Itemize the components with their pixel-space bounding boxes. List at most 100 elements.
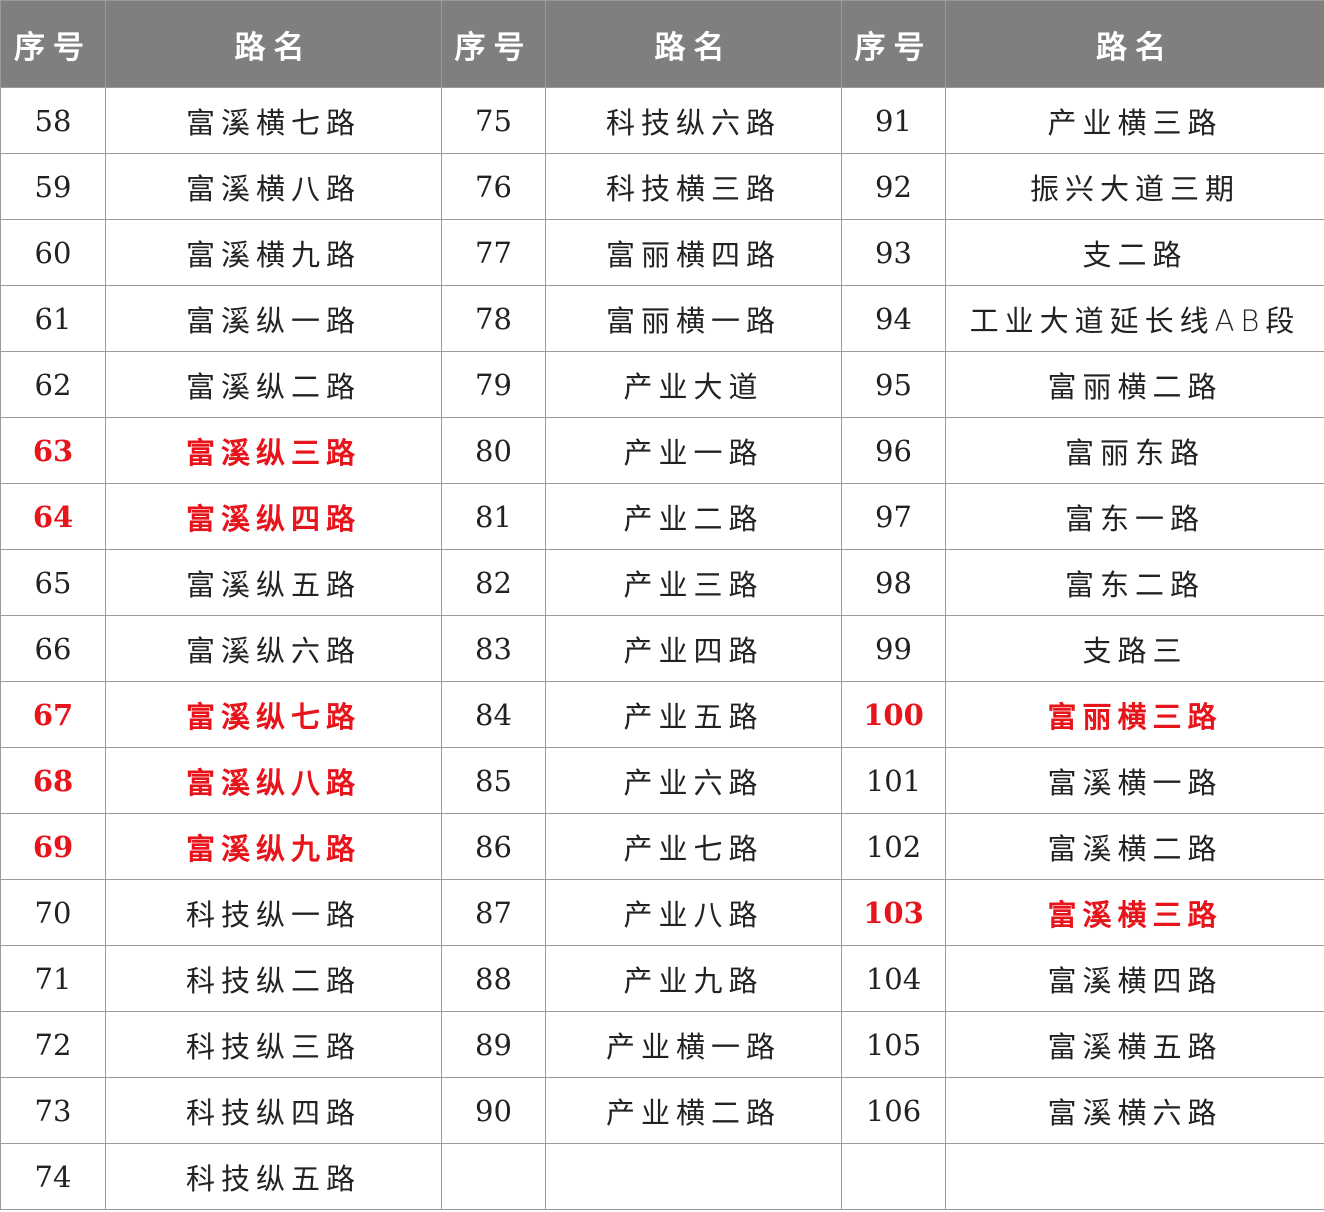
road-name: 产业六路 bbox=[545, 747, 842, 814]
road-name: 富溪横五路 bbox=[945, 1011, 1324, 1078]
table-row: 72 科技纵三路 89 产业横一路 105 富溪横五路 bbox=[0, 1011, 1324, 1078]
table-row: 68 富溪纵八路 85 产业六路 101 富溪横一路 bbox=[0, 747, 1324, 814]
road-name: 科技纵二路 bbox=[105, 945, 442, 1012]
road-name: 富溪横二路 bbox=[945, 813, 1324, 880]
table-row: 67 富溪纵七路 84 产业五路 100 富丽横三路 bbox=[0, 681, 1324, 748]
road-name: 产业九路 bbox=[545, 945, 842, 1012]
header-cell: 序号 bbox=[841, 0, 946, 88]
header-row: 序号 路名 序号 路名 序号 路名 bbox=[0, 0, 1324, 88]
table-row: 60 富溪横九路 77 富丽横四路 93 支二路 bbox=[0, 219, 1324, 286]
serial-number: 64 bbox=[0, 483, 106, 550]
serial-number: 84 bbox=[441, 681, 546, 748]
road-name: 富溪纵五路 bbox=[105, 549, 442, 616]
road-name: 富丽横三路 bbox=[945, 681, 1324, 748]
serial-number: 75 bbox=[441, 87, 546, 154]
road-name: 科技纵六路 bbox=[545, 87, 842, 154]
serial-number: 91 bbox=[841, 87, 946, 154]
table-row: 66 富溪纵六路 83 产业四路 99 支路三 bbox=[0, 615, 1324, 682]
road-name: 科技纵五路 bbox=[105, 1143, 442, 1210]
table-row: 63 富溪纵三路 80 产业一路 96 富丽东路 bbox=[0, 417, 1324, 484]
serial-number: 74 bbox=[0, 1143, 106, 1210]
serial-number: 106 bbox=[841, 1077, 946, 1144]
serial-number: 92 bbox=[841, 153, 946, 220]
serial-number: 73 bbox=[0, 1077, 106, 1144]
table-row: 65 富溪纵五路 82 产业三路 98 富东二路 bbox=[0, 549, 1324, 616]
serial-number: 85 bbox=[441, 747, 546, 814]
serial-number: 65 bbox=[0, 549, 106, 616]
road-name: 工业大道延长线AB段 bbox=[945, 285, 1324, 352]
table-row: 69 富溪纵九路 86 产业七路 102 富溪横二路 bbox=[0, 813, 1324, 880]
road-name: 富溪横四路 bbox=[945, 945, 1324, 1012]
serial-number: 69 bbox=[0, 813, 106, 880]
road-name: 科技纵四路 bbox=[105, 1077, 442, 1144]
serial-number: 80 bbox=[441, 417, 546, 484]
serial-number: 99 bbox=[841, 615, 946, 682]
table-body: 58 富溪横七路 75 科技纵六路 91 产业横三路 59 富溪横八路 76 科技横三路 92 振兴大… bbox=[0, 87, 1324, 1210]
road-name: 产业八路 bbox=[545, 879, 842, 946]
serial-number: 76 bbox=[441, 153, 546, 220]
road-name: 富溪纵九路 bbox=[105, 813, 442, 880]
header-cell: 路名 bbox=[945, 0, 1324, 88]
road-name: 富丽横四路 bbox=[545, 219, 842, 286]
road-name: 产业一路 bbox=[545, 417, 842, 484]
road-name: 富丽横二路 bbox=[945, 351, 1324, 418]
header-cell: 序号 bbox=[0, 0, 106, 88]
empty-cell bbox=[841, 1143, 946, 1210]
header-cell: 路名 bbox=[545, 0, 842, 88]
serial-number: 62 bbox=[0, 351, 106, 418]
road-name: 富溪横八路 bbox=[105, 153, 442, 220]
serial-number: 97 bbox=[841, 483, 946, 550]
table-row: 61 富溪纵一路 78 富丽横一路 94 工业大道延长线AB段 bbox=[0, 285, 1324, 352]
header-cell: 路名 bbox=[105, 0, 442, 88]
road-name: 富溪横六路 bbox=[945, 1077, 1324, 1144]
serial-number: 59 bbox=[0, 153, 106, 220]
road-name: 产业三路 bbox=[545, 549, 842, 616]
serial-number: 89 bbox=[441, 1011, 546, 1078]
serial-number: 104 bbox=[841, 945, 946, 1012]
road-name: 产业七路 bbox=[545, 813, 842, 880]
serial-number: 98 bbox=[841, 549, 946, 616]
road-name: 支二路 bbox=[945, 219, 1324, 286]
serial-number: 63 bbox=[0, 417, 106, 484]
serial-number: 79 bbox=[441, 351, 546, 418]
serial-number: 72 bbox=[0, 1011, 106, 1078]
road-name: 振兴大道三期 bbox=[945, 153, 1324, 220]
serial-number: 86 bbox=[441, 813, 546, 880]
empty-cell bbox=[945, 1143, 1324, 1210]
serial-number: 83 bbox=[441, 615, 546, 682]
road-name: 产业横二路 bbox=[545, 1077, 842, 1144]
road-name: 产业四路 bbox=[545, 615, 842, 682]
road-name: 科技纵三路 bbox=[105, 1011, 442, 1078]
serial-number: 101 bbox=[841, 747, 946, 814]
table-row: 71 科技纵二路 88 产业九路 104 富溪横四路 bbox=[0, 945, 1324, 1012]
serial-number: 81 bbox=[441, 483, 546, 550]
serial-number: 96 bbox=[841, 417, 946, 484]
serial-number: 102 bbox=[841, 813, 946, 880]
road-name: 产业横一路 bbox=[545, 1011, 842, 1078]
serial-number: 100 bbox=[841, 681, 946, 748]
road-name: 富溪横七路 bbox=[105, 87, 442, 154]
serial-number: 71 bbox=[0, 945, 106, 1012]
table-row: 73 科技纵四路 90 产业横二路 106 富溪横六路 bbox=[0, 1077, 1324, 1144]
serial-number: 78 bbox=[441, 285, 546, 352]
table-row: 64 富溪纵四路 81 产业二路 97 富东一路 bbox=[0, 483, 1324, 550]
serial-number: 58 bbox=[0, 87, 106, 154]
table-row: 58 富溪横七路 75 科技纵六路 91 产业横三路 bbox=[0, 87, 1324, 154]
serial-number: 93 bbox=[841, 219, 946, 286]
road-name: 富溪横三路 bbox=[945, 879, 1324, 946]
serial-number: 77 bbox=[441, 219, 546, 286]
serial-number: 70 bbox=[0, 879, 106, 946]
serial-number: 87 bbox=[441, 879, 546, 946]
serial-number: 67 bbox=[0, 681, 106, 748]
table-row: 59 富溪横八路 76 科技横三路 92 振兴大道三期 bbox=[0, 153, 1324, 220]
empty-cell bbox=[441, 1143, 546, 1210]
road-name: 富溪纵三路 bbox=[105, 417, 442, 484]
road-name: 富溪横九路 bbox=[105, 219, 442, 286]
serial-number: 105 bbox=[841, 1011, 946, 1078]
serial-number: 66 bbox=[0, 615, 106, 682]
road-name: 富溪纵二路 bbox=[105, 351, 442, 418]
header-cell: 序号 bbox=[441, 0, 546, 88]
serial-number: 60 bbox=[0, 219, 106, 286]
serial-number: 90 bbox=[441, 1077, 546, 1144]
